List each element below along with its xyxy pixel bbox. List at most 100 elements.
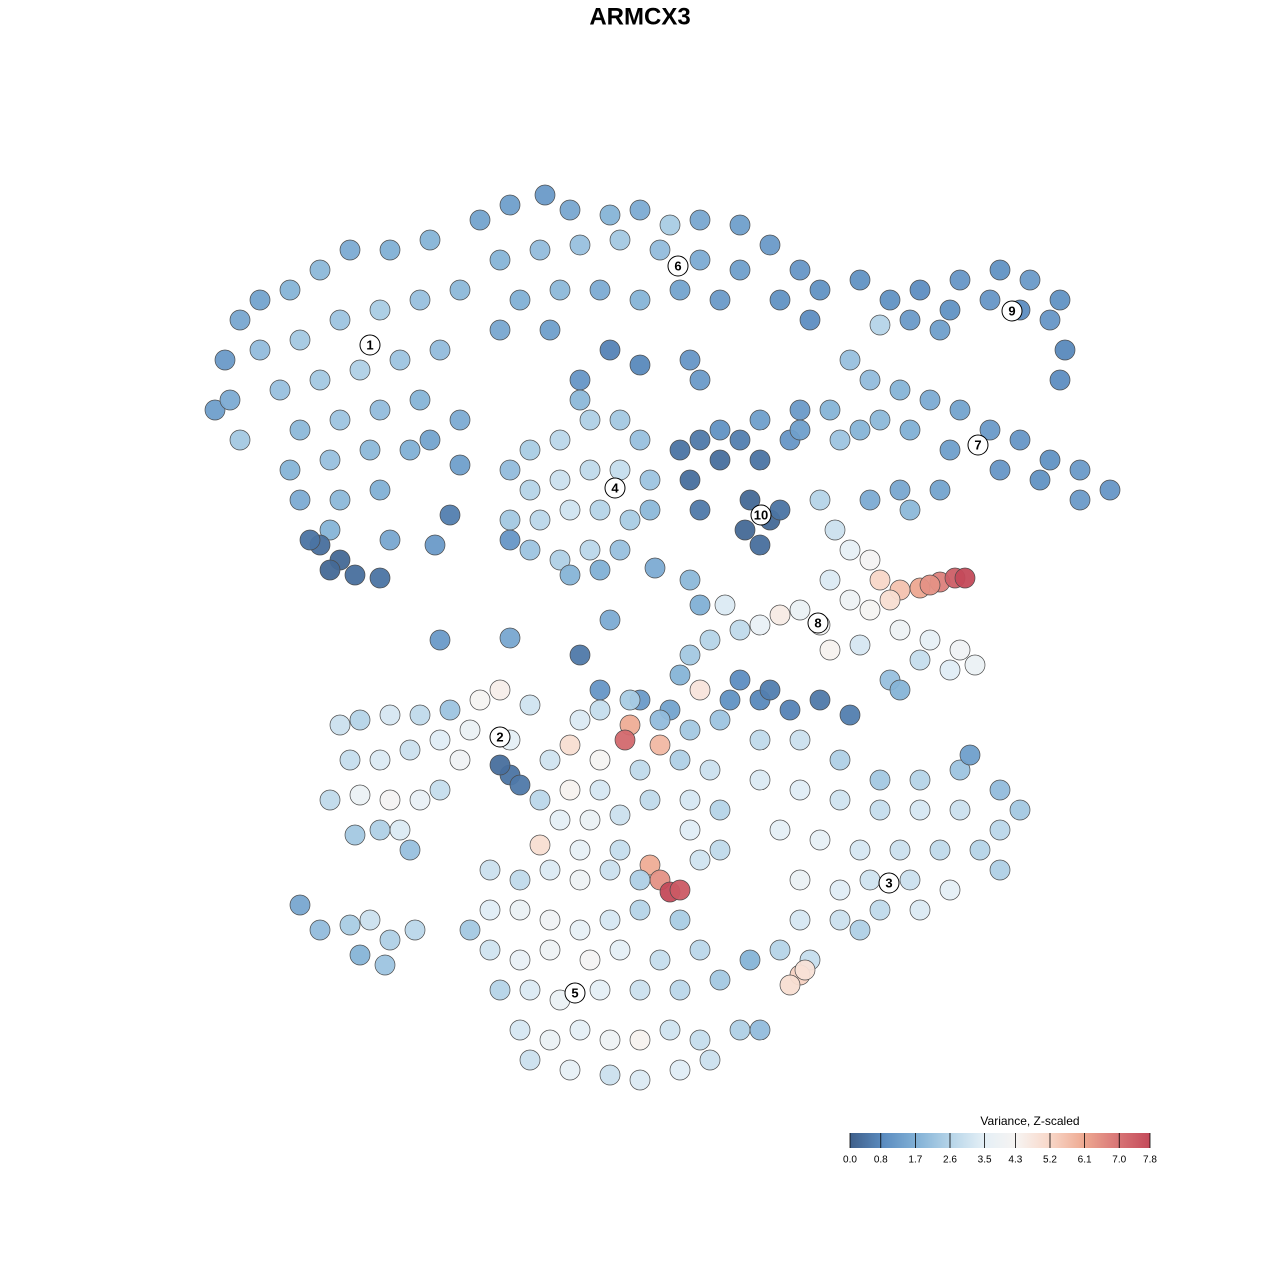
point <box>509 289 531 311</box>
point <box>509 869 531 891</box>
point <box>979 289 1001 311</box>
point <box>739 489 761 511</box>
point <box>729 669 751 691</box>
point <box>829 749 851 771</box>
point <box>689 209 711 231</box>
point <box>699 629 721 651</box>
point <box>369 567 391 589</box>
point <box>679 789 701 811</box>
point <box>549 429 571 451</box>
point <box>659 1019 681 1041</box>
point <box>759 679 781 701</box>
point <box>939 879 961 901</box>
cluster-badge <box>967 434 989 456</box>
point <box>669 439 691 461</box>
cluster-label: 2 <box>496 729 503 744</box>
point <box>749 769 771 791</box>
point <box>649 949 671 971</box>
colorbar-tick-label: 7.8 <box>1143 1155 1157 1166</box>
cluster-badge <box>807 612 829 634</box>
point <box>989 259 1011 281</box>
point <box>629 759 651 781</box>
point <box>419 229 441 251</box>
cluster-badge <box>564 982 586 1004</box>
cluster-label: 8 <box>814 615 821 630</box>
point <box>279 459 301 481</box>
point <box>809 489 831 511</box>
point <box>449 279 471 301</box>
point <box>289 419 311 441</box>
point <box>859 369 881 391</box>
colorbar-tick-label: 7.0 <box>1112 1155 1126 1166</box>
point <box>909 899 931 921</box>
point <box>919 574 941 596</box>
point <box>949 759 971 781</box>
point <box>849 419 871 441</box>
point <box>419 429 441 451</box>
point <box>1069 459 1091 481</box>
point <box>599 859 621 881</box>
point <box>489 249 511 271</box>
point <box>889 839 911 861</box>
point <box>589 499 611 521</box>
point <box>289 329 311 351</box>
point <box>459 719 481 741</box>
point <box>589 749 611 771</box>
point <box>539 859 561 881</box>
point <box>839 539 861 561</box>
point <box>399 439 421 461</box>
point <box>214 349 236 371</box>
point <box>679 819 701 841</box>
point <box>629 869 651 891</box>
point <box>539 939 561 961</box>
point <box>459 919 481 941</box>
point <box>479 899 501 921</box>
point <box>859 869 881 891</box>
point <box>389 349 411 371</box>
point <box>789 909 811 931</box>
point <box>869 769 891 791</box>
point <box>439 504 461 526</box>
point <box>319 559 341 581</box>
point <box>519 979 541 1001</box>
point <box>949 799 971 821</box>
point <box>1029 469 1051 491</box>
point <box>449 454 471 476</box>
point <box>769 819 791 841</box>
point <box>939 659 961 681</box>
colorbar: Variance, Z-scaled 0.0 0.8 1.7 2.6 3.5 4.3 5.2 6… <box>843 1114 1157 1165</box>
colorbar-gradient <box>850 1133 1150 1148</box>
point <box>669 279 691 301</box>
point <box>749 449 771 471</box>
point <box>669 979 691 1001</box>
point <box>949 399 971 421</box>
point <box>569 389 591 411</box>
point <box>399 739 421 761</box>
point <box>619 689 641 711</box>
point <box>369 749 391 771</box>
point <box>729 619 751 641</box>
point <box>879 289 901 311</box>
point <box>679 569 701 591</box>
point <box>519 479 541 501</box>
point <box>644 557 666 579</box>
point <box>639 499 661 521</box>
point <box>559 499 581 521</box>
cluster-label: 4 <box>611 480 619 495</box>
point <box>599 339 621 361</box>
point <box>349 784 371 806</box>
point <box>729 214 751 236</box>
point <box>829 909 851 931</box>
point <box>534 184 556 206</box>
point <box>929 319 951 341</box>
point <box>659 214 681 236</box>
point <box>204 399 226 421</box>
point <box>319 449 341 471</box>
point <box>599 1064 621 1086</box>
point <box>899 309 921 331</box>
point <box>679 349 701 371</box>
point <box>794 959 816 981</box>
point <box>779 699 801 721</box>
point <box>229 429 251 451</box>
point <box>649 709 671 731</box>
